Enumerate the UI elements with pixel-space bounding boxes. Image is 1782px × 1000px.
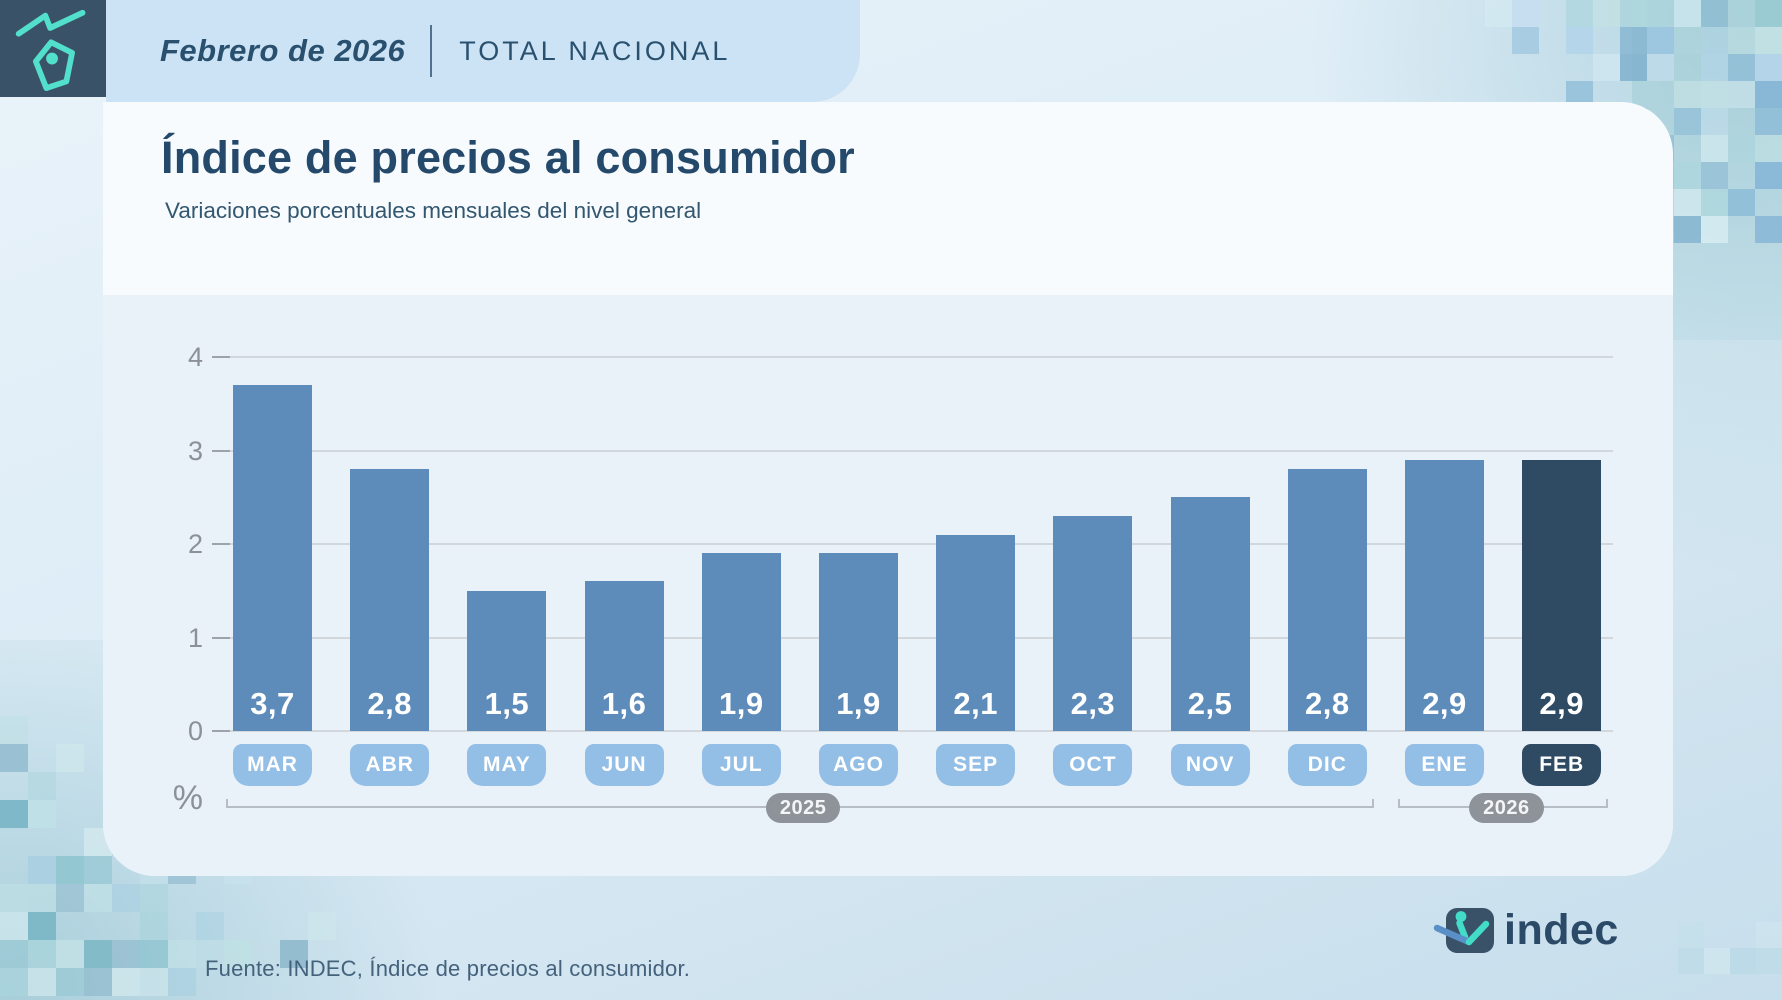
bar-value-label: 2,9 [1422, 686, 1467, 721]
y-axis-tick-label: 1 [187, 622, 203, 653]
gridline [212, 730, 1613, 732]
page-subtitle: Variaciones porcentuales mensuales del n… [165, 198, 702, 223]
month-pill: FEB [1522, 744, 1602, 786]
page-title: Índice de precios al consumidor [161, 132, 855, 183]
scope-label: TOTAL NACIONAL [459, 35, 731, 66]
gridline [212, 356, 1613, 358]
gridline [212, 449, 1613, 452]
month-pill: ENE [1405, 744, 1484, 786]
header-banner: Febrero de 2026 TOTAL NACIONAL [106, 0, 860, 102]
bar: 1,5 [467, 590, 547, 731]
bar: 2,1 [936, 534, 1016, 731]
month-pill: JUL [701, 744, 781, 786]
year-pill: 2025 [765, 793, 841, 823]
bar: 2,8 [1287, 469, 1367, 731]
month-pill: DIC [1287, 744, 1367, 786]
bar: 2,8 [350, 469, 430, 731]
source-note: Fuente: INDEC, Índice de precios al cons… [205, 956, 691, 981]
bar-value-label: 2,8 [367, 686, 412, 721]
report-card: Índice de precios al consumidor Variacio… [103, 102, 1673, 876]
bar-value-label: 1,6 [601, 686, 647, 721]
indec-logo: indec [1433, 906, 1619, 955]
price-tag-icon [15, 9, 86, 91]
bar: 1,6 [584, 581, 664, 731]
gridline [212, 543, 1613, 545]
month-pill: OCT [1053, 744, 1133, 786]
y-axis-tick-label: 2 [187, 529, 203, 559]
month-pill: MAR [233, 744, 312, 786]
gridline [212, 636, 1613, 639]
bar: 1,9 [819, 553, 898, 731]
bar: 1,9 [701, 553, 781, 731]
bar: 2,9 [1522, 459, 1602, 731]
header-brand-square [0, 0, 106, 97]
month-pill: NOV [1170, 744, 1250, 786]
chart-panel: 4 3 2 1 0 3,7 2,8 1,5 1,6 1,9 1,9 2,1 2,3 2,5 2,8 2,9 2,… [103, 295, 1673, 876]
banner-divider [430, 25, 433, 77]
bar-value-label: 1,9 [836, 686, 881, 721]
month-pill: JUN [584, 744, 664, 786]
bar-value-label: 3,7 [250, 686, 295, 721]
indec-wordmark: indec [1504, 906, 1619, 954]
y-axis-tick-label: 3 [187, 435, 203, 466]
bar: 3,7 [233, 385, 312, 731]
unit-label: % [172, 779, 203, 817]
bar-value-label: 2,9 [1539, 686, 1584, 721]
bar-value-label: 2,3 [1070, 686, 1116, 721]
bar-value-label: 2,8 [1304, 686, 1350, 721]
y-axis-tick-label: 0 [187, 716, 203, 746]
y-axis-tick-label: 4 [187, 342, 203, 372]
bar: 2,5 [1170, 497, 1250, 731]
bar-value-label: 1,9 [718, 686, 764, 721]
bar-value-label: 2,5 [1187, 686, 1233, 721]
indec-logo-icon [1433, 908, 1494, 953]
month-pill: MAY [467, 744, 547, 786]
month-pill: ABR [350, 744, 430, 786]
month-pill: AGO [819, 744, 898, 786]
bar: 2,9 [1405, 459, 1484, 731]
year-pill: 2026 [1469, 793, 1544, 823]
bar-value-label: 1,5 [484, 686, 530, 721]
bar: 2,3 [1053, 515, 1133, 731]
month-pill: SEP [936, 744, 1016, 786]
bar-value-label: 2,1 [953, 686, 998, 721]
period-label: Febrero de 2026 [160, 33, 406, 68]
